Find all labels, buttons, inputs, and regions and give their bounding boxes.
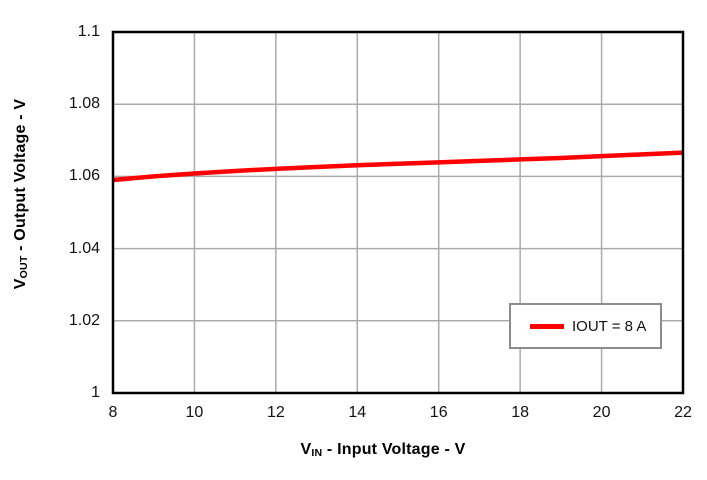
x-tick-label: 12 [266, 404, 285, 421]
legend-label: IOUT = 8 A [572, 317, 647, 335]
y-tick-label: 1.06 [68, 167, 100, 185]
y-axis-title: VOUT - Output Voltage - V [12, 99, 30, 290]
x-tick-label: 22 [674, 404, 692, 421]
y-tick-label: 1.04 [68, 239, 100, 257]
y-axis-title-subscript: OUT [17, 255, 30, 279]
x-tick-label: 14 [348, 404, 367, 421]
x-tick-label: 16 [429, 404, 448, 421]
y-axis-title-symbol: V [12, 278, 29, 290]
x-axis-title-symbol: V [300, 441, 312, 458]
x-axis-title-text: - Input Voltage - V [322, 441, 466, 458]
legend-line-swatch [530, 323, 564, 329]
x-axis-title: VIN - Input Voltage - V [113, 441, 653, 459]
legend: IOUT = 8 A [509, 303, 662, 349]
x-tick-label: 18 [511, 404, 530, 421]
y-tick-label: 1.1 [77, 23, 100, 40]
x-tick-label: 8 [108, 404, 118, 421]
y-tick-label: 1 [91, 384, 100, 401]
y-tick-label: 1.02 [68, 311, 100, 329]
x-tick-label: 10 [185, 404, 204, 421]
y-axis-title-text: - Output Voltage - V [12, 98, 29, 256]
y-tick-label: 1.08 [68, 95, 100, 113]
x-tick-label: 20 [592, 404, 611, 421]
x-axis-title-subscript: IN [311, 446, 323, 459]
series-line [112, 150, 684, 183]
plot-frame [111, 30, 685, 395]
